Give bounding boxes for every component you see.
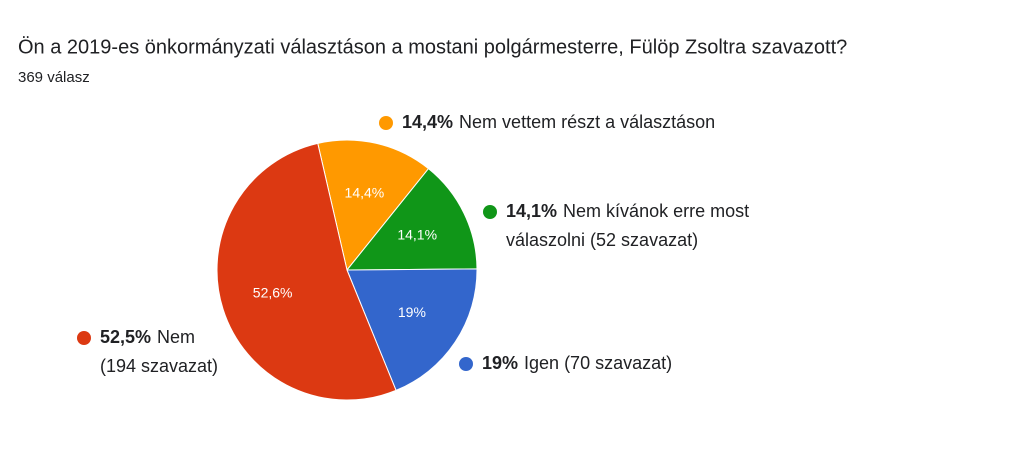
callout-percent: 19% (482, 353, 518, 373)
slice-label: 14,1% (397, 227, 437, 243)
slice-label: 19% (398, 304, 426, 320)
callout-text: Nem kívánok erre most (563, 201, 749, 221)
callout: 14,4% Nem vettem részt a választáson (402, 112, 715, 132)
callout-text: Nem (157, 327, 195, 347)
slice-label: 14,4% (345, 185, 385, 201)
legend-dot (459, 357, 473, 371)
callout: 19% Igen (70 szavazat) (482, 353, 672, 373)
chart-title: Ön a 2019-es önkormányzati választáson a… (18, 36, 847, 58)
pie-slice (345, 167, 478, 271)
legend-dot (483, 205, 497, 219)
callout-text: válaszolni (52 szavazat) (506, 230, 698, 250)
callout-percent: 14,1% (506, 201, 557, 221)
callout-text: Igen (70 szavazat) (524, 353, 672, 373)
callout-text: (194 szavazat) (100, 356, 218, 376)
callout: 52,5% Nem (100, 327, 195, 347)
slice-label: 52,6% (253, 284, 293, 300)
pie-slice (317, 139, 430, 272)
legend-dot (379, 116, 393, 130)
callout-percent: 52,5% (100, 327, 151, 347)
callout-percent: 14,4% (402, 112, 453, 132)
pie-slice (346, 268, 478, 392)
pie-slice (216, 142, 397, 401)
legend-dot (77, 331, 91, 345)
callout-text: Nem vettem részt a választáson (459, 112, 715, 132)
chart-subtitle: 369 válasz (18, 69, 90, 86)
callout: 14,1% Nem kívánok erre most (506, 201, 749, 221)
